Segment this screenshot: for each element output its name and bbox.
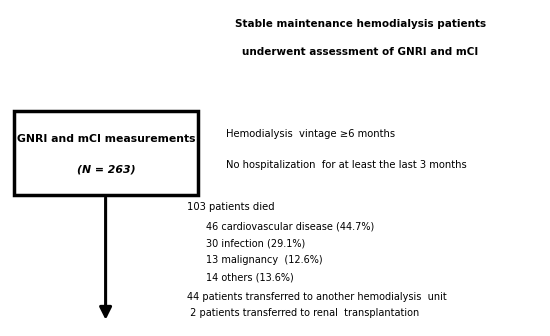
Text: 103 patients died: 103 patients died: [187, 202, 274, 212]
Text: 2 patients transferred to renal  transplantation: 2 patients transferred to renal transpla…: [187, 308, 419, 318]
Text: 13 malignancy  (12.6%): 13 malignancy (12.6%): [206, 255, 323, 265]
Text: 14 others (13.6%): 14 others (13.6%): [206, 272, 294, 282]
Text: Hemodialysis  vintage ≥6 months: Hemodialysis vintage ≥6 months: [226, 129, 395, 139]
FancyBboxPatch shape: [14, 111, 198, 195]
Text: 30 infection (29.1%): 30 infection (29.1%): [206, 239, 305, 249]
Text: 44 patients transferred to another hemodialysis  unit: 44 patients transferred to another hemod…: [187, 292, 447, 302]
Text: GNRI and mCI measurements: GNRI and mCI measurements: [16, 134, 195, 144]
Text: 46 cardiovascular disease (44.7%): 46 cardiovascular disease (44.7%): [206, 222, 375, 232]
Text: Stable maintenance hemodialysis patients: Stable maintenance hemodialysis patients: [235, 18, 486, 29]
Text: underwent assessment of GNRI and mCI: underwent assessment of GNRI and mCI: [242, 47, 478, 57]
Text: (N = 263): (N = 263): [76, 165, 135, 175]
Text: No hospitalization  for at least the last 3 months: No hospitalization for at least the last…: [226, 160, 466, 170]
